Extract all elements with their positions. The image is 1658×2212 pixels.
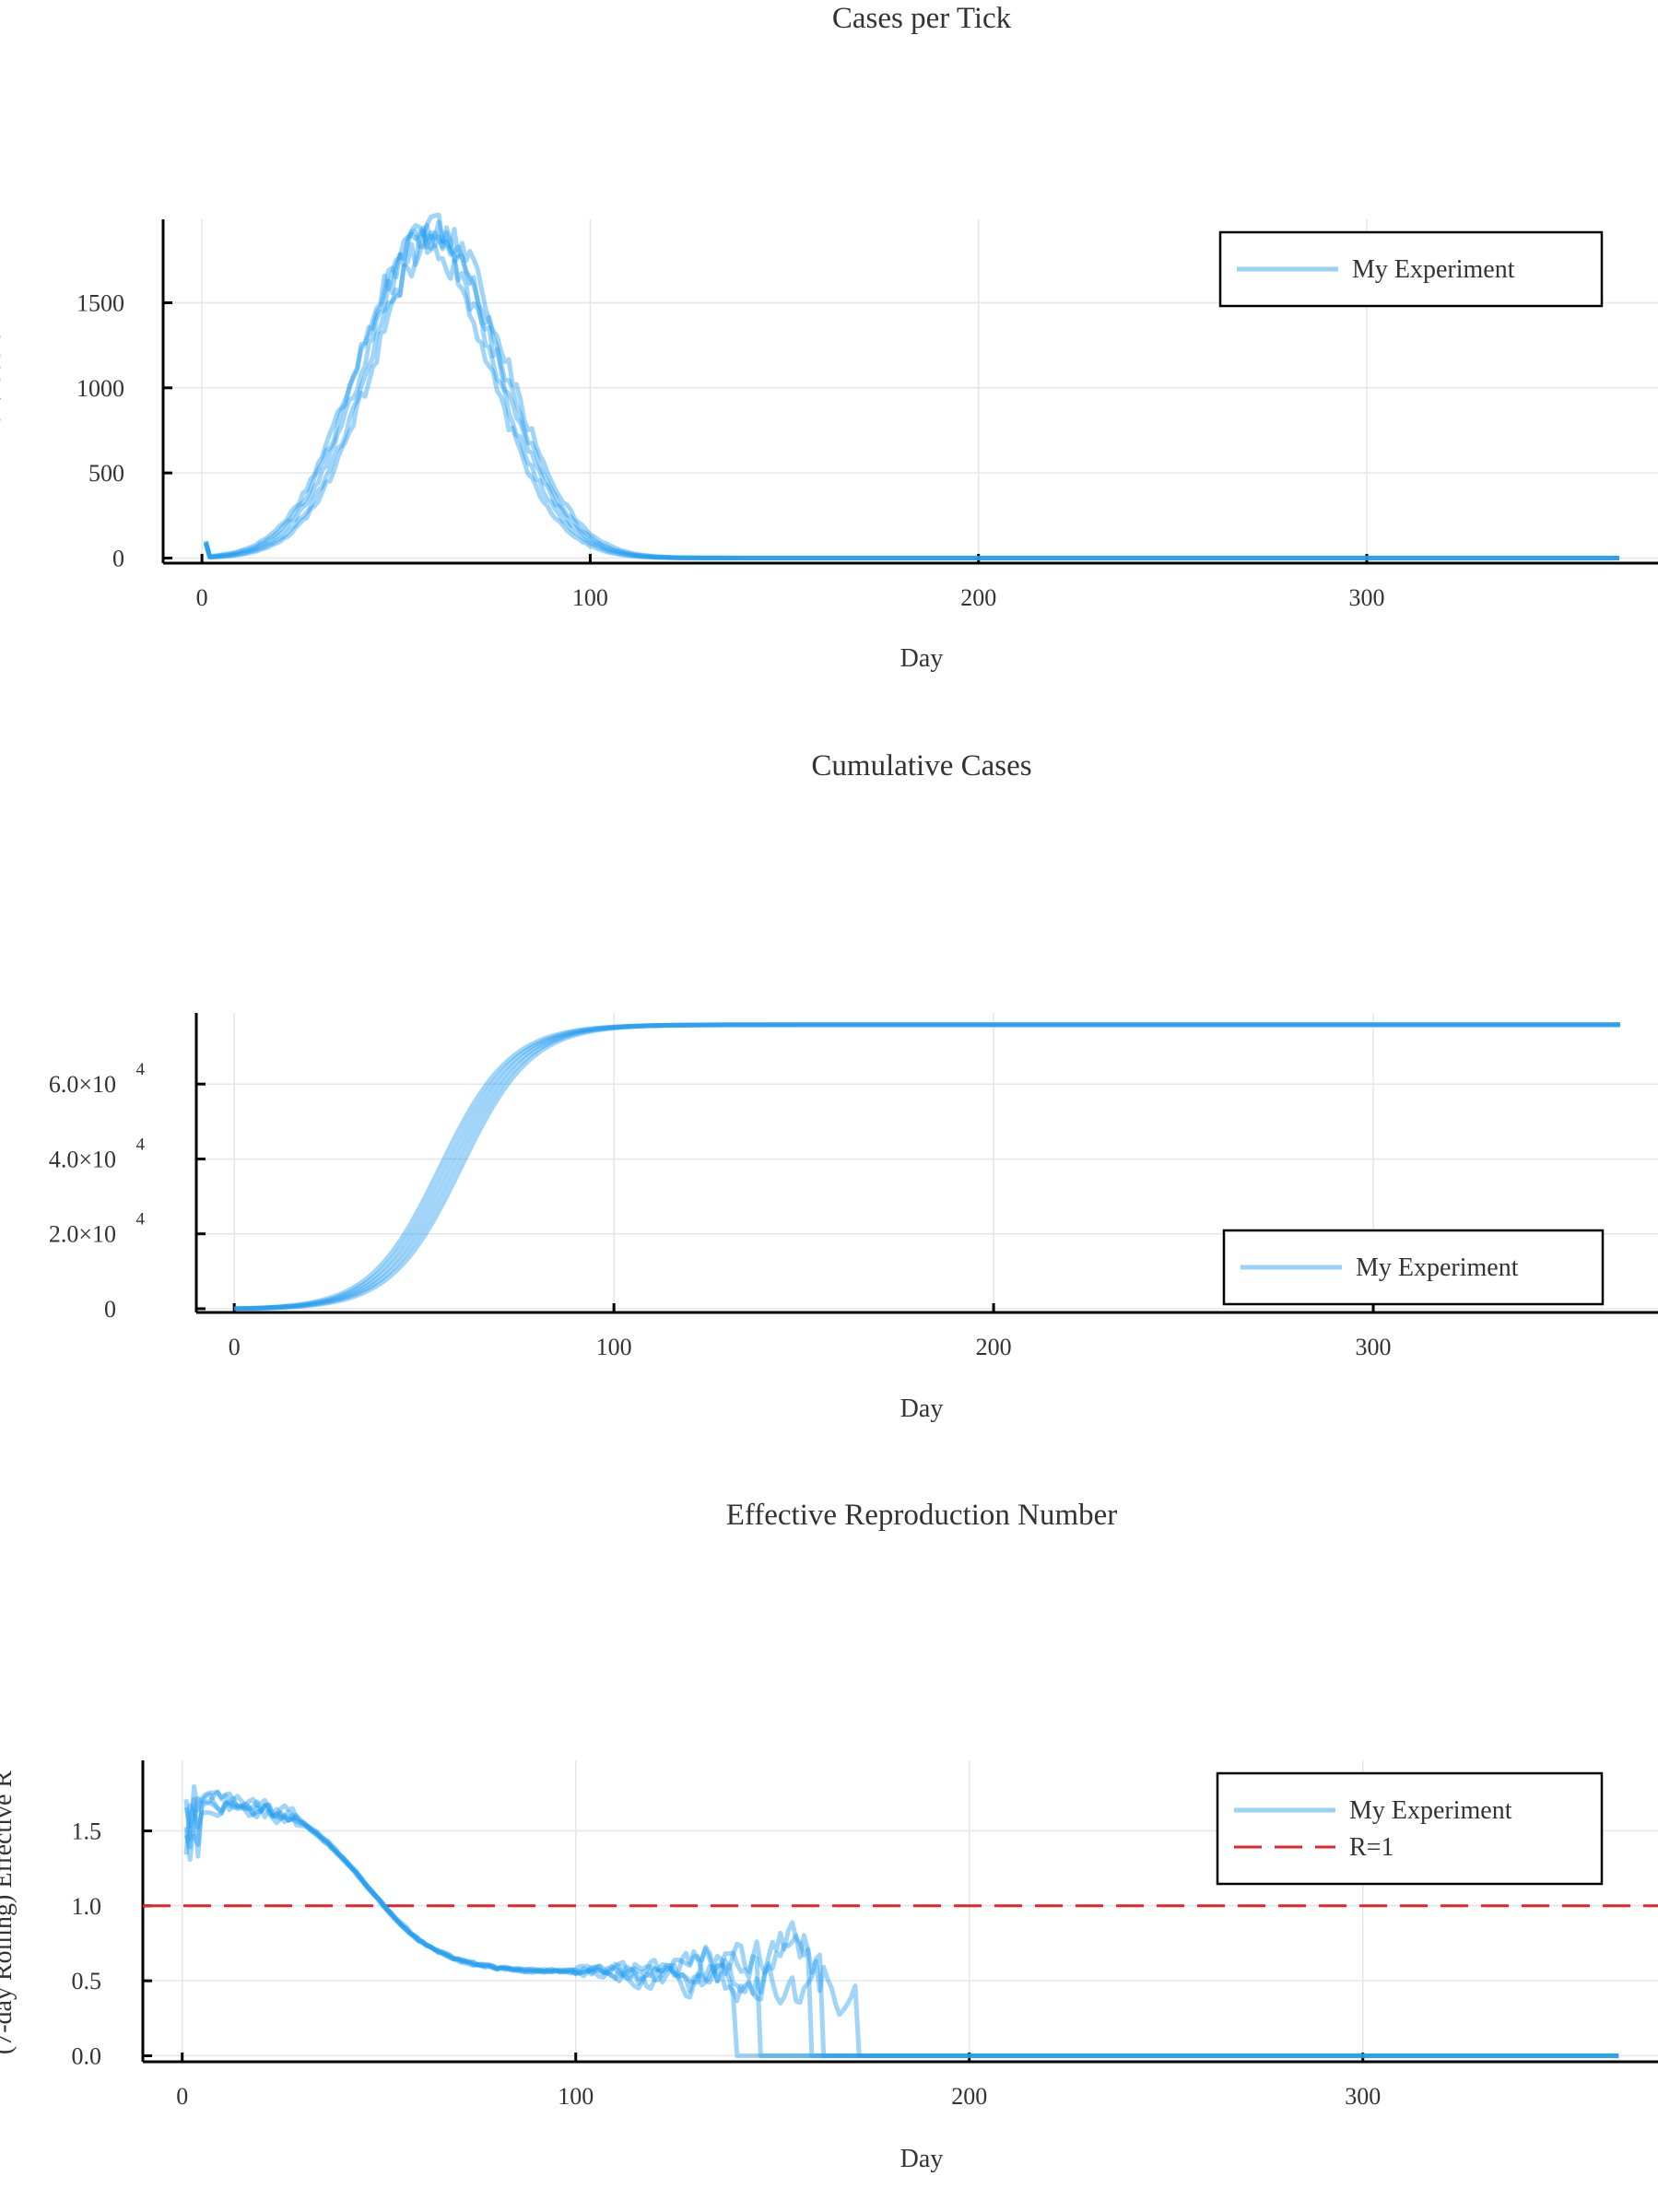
- series-run-line: [234, 1022, 1620, 1311]
- series-run-line: [234, 1022, 1620, 1311]
- x-axis-label: Day: [900, 2145, 944, 2173]
- series-run-line: [183, 1799, 1619, 2058]
- y-tick-label: 1.0: [72, 1893, 102, 1920]
- plot-area: [203, 212, 1619, 560]
- y-axis-label: (7-day Rolling) Effective R: [0, 1771, 18, 2055]
- x-tick-label: 0: [176, 2083, 188, 2110]
- series-run-line: [234, 1022, 1620, 1311]
- chart-title: Effective Reproduction Number: [726, 1499, 1118, 1532]
- series-run-line: [203, 229, 1619, 560]
- y-tick-label: 2.0×10: [49, 1221, 116, 1248]
- x-tick-label: 200: [976, 1334, 1012, 1360]
- y-tick-label: 0: [112, 545, 124, 571]
- legend: My Experiment: [1222, 1229, 1605, 1306]
- chart-title: Cases per Tick: [832, 2, 1012, 35]
- x-tick-label: 100: [596, 1334, 632, 1360]
- y-axis-label: Individuals: [0, 331, 6, 447]
- legend-box: [1222, 1229, 1605, 1306]
- series-run-line: [203, 225, 1619, 560]
- x-axis-label: Day: [900, 644, 944, 673]
- y-tick-label: 6.0×10: [49, 1071, 116, 1098]
- x-axis-label: Day: [900, 1394, 944, 1423]
- effective-r-panel: Effective Reproduction Number 0 100 200 300 0…: [0, 1499, 1658, 2173]
- y-tick-label: 1000: [76, 375, 124, 402]
- series-run-line: [183, 1799, 1619, 2058]
- legend: My Experiment R=1: [1216, 1771, 1604, 1886]
- y-tick-label: 0: [104, 1296, 116, 1323]
- series-run-line: [183, 1783, 1619, 2058]
- legend-label: R=1: [1349, 1833, 1393, 1862]
- series-run-line: [203, 223, 1619, 560]
- cumulative-cases-panel: Cumulative Cases 0 100 200 300 0 2.0×10 4 4.0×10…: [49, 749, 1658, 1423]
- x-tick-label: 200: [960, 584, 996, 611]
- legend-label: My Experiment: [1356, 1253, 1519, 1282]
- series-run-line: [183, 1790, 1619, 2058]
- y-tick-label: 1500: [76, 289, 124, 316]
- x-tick-label: 100: [558, 2083, 594, 2110]
- legend-box: [1216, 1771, 1604, 1886]
- x-tick-label: 100: [572, 584, 608, 611]
- y-tick-label: 500: [88, 460, 124, 487]
- plot-area: [234, 1022, 1620, 1311]
- cases-per-tick-panel: Cases per Tick 0 100 200 300 0 500 1000 1500 Day I…: [0, 2, 1658, 673]
- y-tick-exponent: 4: [136, 1135, 146, 1154]
- chart-title: Cumulative Cases: [811, 749, 1031, 782]
- x-tick-label: 0: [196, 584, 208, 611]
- y-tick-label: 1.5: [72, 1818, 102, 1844]
- series-run-line: [183, 1792, 1619, 2058]
- legend-label: My Experiment: [1352, 255, 1515, 284]
- y-tick-label: 4.0×10: [49, 1146, 116, 1172]
- plot-area: [143, 1783, 1658, 2058]
- y-tick-exponent: 4: [136, 1060, 146, 1079]
- series-run-line: [234, 1022, 1620, 1311]
- legend: My Experiment: [1218, 230, 1604, 308]
- y-tick-label: 0.5: [72, 1968, 102, 1994]
- series-run-line: [203, 212, 1619, 560]
- x-tick-label: 300: [1349, 584, 1385, 611]
- legend-box: [1218, 230, 1604, 308]
- y-tick-exponent: 4: [136, 1210, 146, 1230]
- x-tick-label: 0: [229, 1334, 241, 1360]
- x-tick-label: 300: [1345, 2083, 1381, 2110]
- x-tick-label: 200: [951, 2083, 987, 2110]
- series-run-line: [234, 1022, 1620, 1311]
- x-tick-label: 300: [1356, 1334, 1392, 1360]
- legend-label: My Experiment: [1349, 1796, 1512, 1825]
- series-run-line: [203, 219, 1619, 560]
- y-tick-label: 0.0: [72, 2042, 102, 2069]
